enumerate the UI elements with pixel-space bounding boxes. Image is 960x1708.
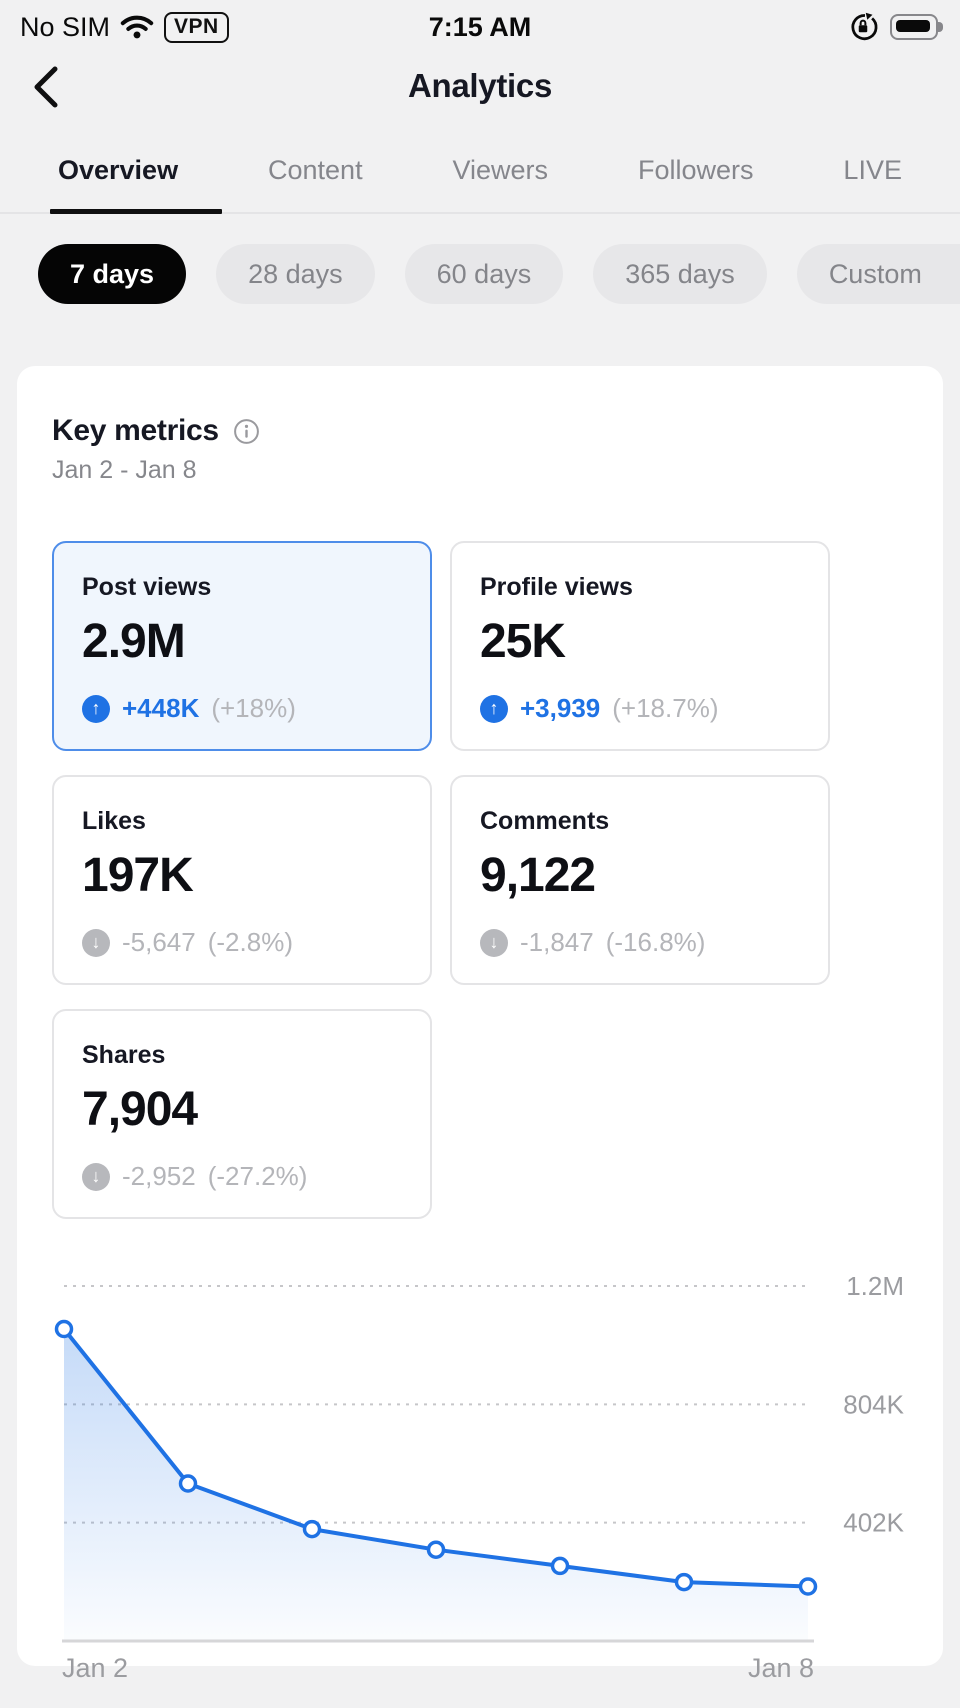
chart-x-label-start: Jan 2 xyxy=(62,1653,128,1683)
chart-data-point xyxy=(798,1577,818,1596)
metric-grid: Post views 2.9M ↑ +448K (+18%) Profile v… xyxy=(52,541,908,1219)
down-arrow-icon: ↓ xyxy=(82,928,110,957)
delta-percent: (-16.8%) xyxy=(605,927,706,957)
info-icon[interactable] xyxy=(233,418,260,445)
chart-data-point xyxy=(178,1474,198,1493)
battery-icon xyxy=(890,14,944,40)
tab-viewers[interactable]: Viewers xyxy=(452,155,549,185)
delta-percent: (+18%) xyxy=(211,693,296,723)
key-metrics-title: Key metrics xyxy=(52,414,219,447)
tab-live[interactable]: LIVE xyxy=(843,155,902,185)
chart-y-tick-label: 402K xyxy=(843,1508,904,1538)
delta-value: +3,939 xyxy=(520,693,601,723)
delta-value: -2,952 xyxy=(122,1161,196,1191)
delta-value: +448K xyxy=(122,693,200,723)
header: Analytics xyxy=(0,48,960,124)
active-tab-underline xyxy=(50,209,222,214)
chart-data-point xyxy=(550,1556,570,1576)
tab-overview[interactable]: Overview xyxy=(58,155,179,185)
chart-x-label-end: Jan 8 xyxy=(748,1653,814,1683)
metric-card-shares[interactable]: Shares 7,904 ↓ -2,952 (-27.2%) xyxy=(52,1009,432,1219)
metric-card-profile-views[interactable]: Profile views 25K ↑ +3,939 (+18.7%) xyxy=(450,541,830,751)
up-arrow-icon: ↑ xyxy=(82,694,110,723)
clock: 7:15 AM xyxy=(428,11,532,42)
page-title: Analytics xyxy=(407,67,553,104)
down-arrow-icon: ↓ xyxy=(480,928,508,957)
delta-value: -5,647 xyxy=(122,927,196,957)
chart-area-fill xyxy=(64,1329,808,1641)
tab-bar: Overview Content Viewers Followers LIVE xyxy=(0,124,960,214)
key-metrics-card: Key metrics Jan 2 - Jan 8 Post views 2.9… xyxy=(17,366,943,1683)
pill-28-days[interactable]: 28 days xyxy=(216,244,375,304)
up-arrow-icon: ↑ xyxy=(480,694,508,723)
pill-365-days[interactable]: 365 days xyxy=(593,244,767,304)
tab-content[interactable]: Content xyxy=(268,155,363,185)
chart-y-tick-label: 804K xyxy=(843,1389,904,1419)
pill-custom[interactable]: Custom xyxy=(796,244,960,304)
chart-data-point xyxy=(54,1319,74,1339)
date-range-selector: 7 days 28 days 60 days 365 days Custom xyxy=(0,214,960,304)
pill-7-days[interactable]: 7 days xyxy=(38,244,187,304)
chart-data-point xyxy=(674,1572,694,1592)
wifi-icon xyxy=(120,15,154,39)
delta-value: -1,847 xyxy=(520,927,594,957)
back-button[interactable] xyxy=(30,64,64,110)
vpn-badge: VPN xyxy=(164,11,229,43)
carrier-label: No SIM xyxy=(20,11,111,42)
metric-card-comments[interactable]: Comments 9,122 ↓ -1,847 (-16.8%) xyxy=(450,775,830,985)
down-arrow-icon: ↓ xyxy=(82,1162,110,1191)
date-range-label: Jan 2 - Jan 8 xyxy=(52,456,197,484)
metric-card-post-views[interactable]: Post views 2.9M ↑ +448K (+18%) xyxy=(52,541,432,751)
pill-60-days[interactable]: 60 days xyxy=(404,244,564,304)
post-views-chart: 1.2M 804K 402K Jan 2 Jan 8 xyxy=(52,1243,908,1708)
chart-y-tick-label: 1.2M xyxy=(846,1271,904,1301)
delta-percent: (-27.2%) xyxy=(207,1161,308,1191)
delta-percent: (-2.8%) xyxy=(207,927,293,957)
rotation-lock-icon xyxy=(848,12,878,42)
tab-followers[interactable]: Followers xyxy=(637,155,754,185)
chart-data-point xyxy=(302,1519,322,1539)
chart-data-point xyxy=(426,1540,446,1559)
metric-card-likes[interactable]: Likes 197K ↓ -5,647 (-2.8%) xyxy=(52,775,432,985)
delta-percent: (+18.7%) xyxy=(612,693,719,723)
status-bar: No SIM VPN 7:15 AM xyxy=(0,0,960,48)
